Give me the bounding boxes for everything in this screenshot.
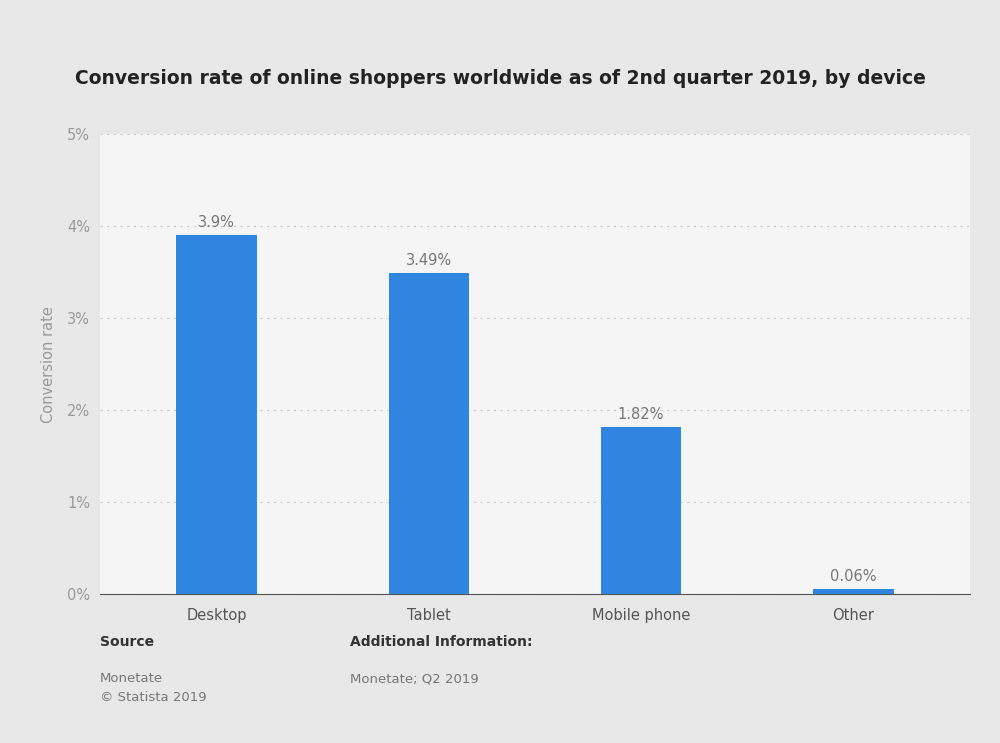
Bar — [389, 273, 469, 594]
Text: 1.82%: 1.82% — [618, 407, 664, 422]
Text: 0.06%: 0.06% — [830, 569, 877, 584]
Text: Monetate; Q2 2019: Monetate; Q2 2019 — [350, 672, 479, 685]
Text: Source: Source — [100, 635, 154, 649]
Bar — [601, 426, 681, 594]
Y-axis label: Conversion rate: Conversion rate — [41, 305, 56, 423]
Bar — [176, 235, 257, 594]
Text: Monetate
© Statista 2019: Monetate © Statista 2019 — [100, 672, 207, 704]
Text: 3.49%: 3.49% — [406, 253, 452, 268]
Text: Additional Information:: Additional Information: — [350, 635, 532, 649]
Text: Conversion rate of online shoppers worldwide as of 2nd quarter 2019, by device: Conversion rate of online shoppers world… — [75, 68, 925, 88]
Text: 3.9%: 3.9% — [198, 215, 235, 230]
Bar — [813, 589, 894, 594]
